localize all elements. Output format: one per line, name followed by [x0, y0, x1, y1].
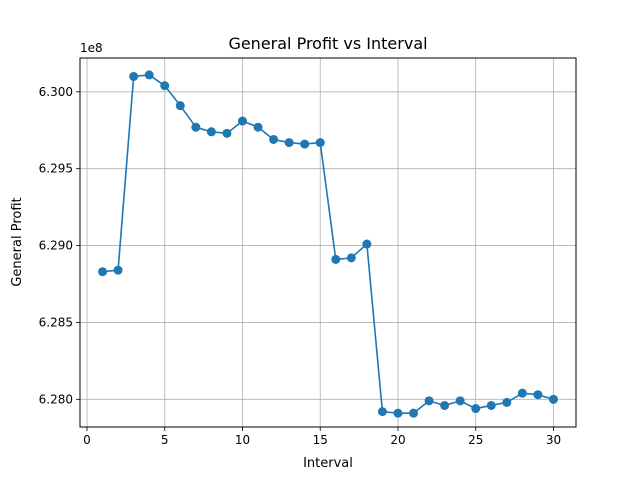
data-point [455, 396, 465, 406]
data-point [517, 388, 527, 398]
data-point [113, 265, 123, 275]
data-point [424, 396, 434, 406]
data-point [300, 139, 310, 149]
chart-title: General Profit vs Interval [228, 34, 427, 53]
data-point [548, 394, 558, 404]
data-point [269, 134, 279, 144]
x-tick-label: 10 [235, 433, 250, 447]
y-offset-label: 1e8 [80, 41, 103, 55]
x-tick-label: 5 [161, 433, 169, 447]
x-tick-label: 15 [313, 433, 328, 447]
plot-frame [79, 57, 577, 428]
y-axis-label: General Profit [10, 197, 25, 286]
data-point [393, 408, 403, 418]
data-point [237, 116, 247, 126]
data-point [486, 400, 496, 410]
x-tick-label: 20 [390, 433, 405, 447]
data-point [206, 127, 216, 137]
data-point [175, 101, 185, 111]
data-point [284, 138, 294, 148]
x-tick-label: 25 [468, 433, 483, 447]
data-point [191, 122, 201, 132]
plot-area [80, 58, 576, 427]
series-profit [98, 70, 558, 418]
y-tick-label: 6.285 [39, 315, 73, 329]
data-point [253, 122, 263, 132]
data-point [315, 138, 325, 148]
data-point [440, 400, 450, 410]
data-point [377, 407, 387, 417]
data-point [222, 128, 232, 138]
data-point [160, 81, 170, 91]
y-tick-label: 6.280 [39, 392, 73, 406]
x-axis-label: Interval [303, 456, 353, 471]
x-tick-label: 30 [546, 433, 561, 447]
data-point [502, 397, 512, 407]
data-point [144, 70, 154, 80]
data-point [362, 239, 372, 249]
x-axis-ticks: 0 5 10 15 20 25 30 [83, 427, 561, 447]
data-point [471, 404, 481, 414]
y-axis-ticks: 6.280 6.285 6.290 6.295 6.300 [39, 85, 80, 406]
data-point [331, 254, 341, 264]
data-point [409, 408, 419, 418]
y-tick-label: 6.300 [39, 85, 73, 99]
data-point [129, 71, 139, 81]
x-tick-label: 0 [83, 433, 91, 447]
y-tick-label: 6.290 [39, 239, 73, 253]
data-point [98, 267, 108, 277]
y-tick-label: 6.295 [39, 162, 73, 176]
data-point [533, 390, 543, 400]
data-point [346, 253, 356, 263]
